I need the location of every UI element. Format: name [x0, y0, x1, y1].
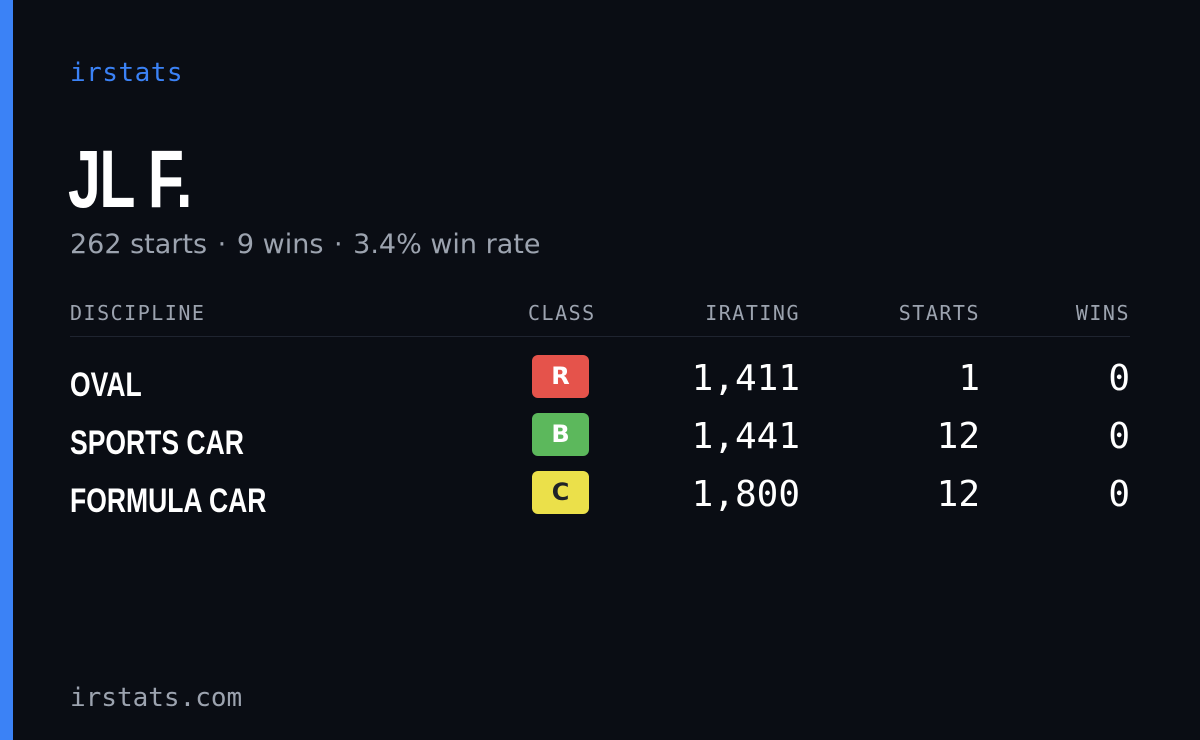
table-row: FORMULA CAR C 1,800 12 0	[70, 469, 1130, 527]
header-class: CLASS	[528, 301, 596, 325]
discipline-cell: FORMULA CAR	[70, 482, 267, 520]
table-header: DISCIPLINE CLASS IRATING STARTS WINS	[70, 296, 1130, 337]
wins-cell: 0	[1108, 474, 1130, 515]
driver-summary: 262 starts · 9 wins · 3.4% win rate	[70, 226, 540, 264]
footer-domain[interactable]: irstats.com	[70, 683, 243, 713]
stats-table: DISCIPLINE CLASS IRATING STARTS WINS OVA…	[70, 296, 1130, 520]
starts-cell: 12	[936, 474, 980, 515]
separator-dot: ·	[217, 229, 227, 260]
table-row: SPORTS CAR B 1,441 12 0	[70, 411, 1130, 469]
starts-summary: 262 starts	[70, 229, 208, 260]
wins-summary: 9 wins	[236, 229, 324, 260]
class-badge: C	[532, 471, 589, 514]
irating-cell: 1,411	[691, 358, 800, 399]
starts-cell: 12	[936, 416, 980, 457]
wins-cell: 0	[1108, 358, 1130, 399]
accent-bar	[0, 0, 13, 740]
table-body: OVAL R 1,411 1 0 SPORTS CAR B 1,441 12 0…	[70, 353, 1130, 527]
driver-name: JL F.	[68, 134, 192, 225]
header-discipline: DISCIPLINE	[70, 301, 206, 325]
table-row: OVAL R 1,411 1 0	[70, 353, 1130, 411]
header-starts: STARTS	[898, 301, 980, 325]
brand-logo[interactable]: irstats	[70, 58, 184, 88]
discipline-cell: OVAL	[70, 366, 142, 404]
separator-dot: ·	[333, 229, 343, 260]
irating-cell: 1,441	[691, 416, 800, 457]
class-badge: B	[532, 413, 589, 456]
irating-cell: 1,800	[691, 474, 800, 515]
class-badge: R	[532, 355, 589, 398]
discipline-cell: SPORTS CAR	[70, 424, 244, 462]
wins-cell: 0	[1108, 416, 1130, 457]
header-irating: IRATING	[705, 301, 800, 325]
starts-cell: 1	[958, 358, 980, 399]
win-rate-summary: 3.4% win rate	[353, 229, 541, 260]
header-wins: WINS	[1075, 301, 1130, 325]
